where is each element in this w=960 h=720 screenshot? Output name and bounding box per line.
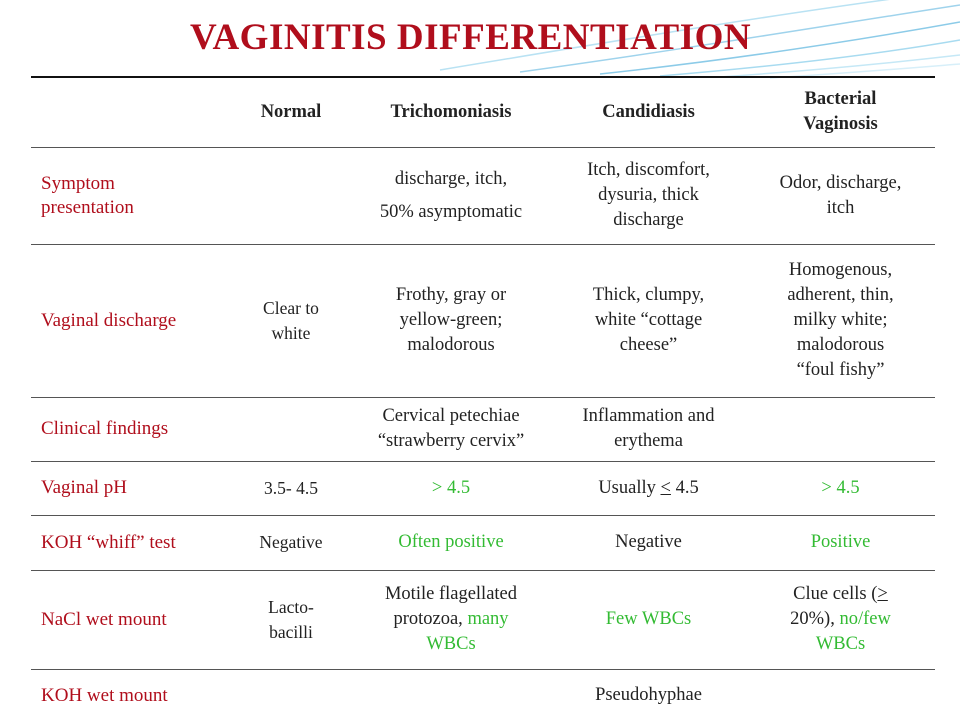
cell-nacl-normal: Lacto- bacilli [231,570,351,669]
cell-symptom-trich-line-1: discharge, itch, [394,168,508,189]
cell-koh-mount-normal [231,669,351,720]
row-label-koh-mount: KOH wet mount [41,684,168,706]
row-label-koh-whiff: KOH “whiff” test [41,531,176,553]
cell-ph-trich: > 4.5 [431,477,471,498]
cell-discharge-bv-line-1: Homogenous, [788,260,893,280]
row-label-clinical: Clinical findings [41,418,169,439]
cell-symptom-bv: Odor, discharge, itch [746,147,935,244]
cell-discharge-trich-line-2: yellow-green; [399,310,503,330]
cell-clinical-candida-line-2: erythema [614,431,683,451]
cell-nacl-bv-line-1a: Clue cells ( [793,584,878,604]
row-label-nacl: NaCl wet mount [41,608,167,630]
row-label-ph: Vaginal pH [41,477,128,498]
cell-nacl-candida: Few WBCs [605,609,692,629]
cell-discharge-normal-line-1: Clear to [263,297,319,318]
row-label-symptom: Symptom presentation [31,147,231,244]
cell-koh-mount-bv [746,669,935,720]
cell-symptom-candida-line-3: discharge [613,210,684,230]
cell-ph-candida: Usually < 4.5 [551,461,746,515]
cell-discharge-trich-line-1: Frothy, gray or [395,285,507,305]
cell-koh-whiff-candida: Negative [615,532,682,552]
cell-nacl-bv-line-1: Clue cells (> [752,582,929,607]
header-bv-line-2: Vaginosis [803,114,878,135]
cell-clinical-trich: Cervical petechiae “strawberry cervix” [351,397,551,461]
cell-ph-bv: > 4.5 [821,477,860,498]
cell-discharge-trich-line-3: malodorous [407,335,495,355]
cell-symptom-normal [231,147,351,244]
cell-nacl-bv-line-1b: > [877,584,888,604]
cell-discharge-candida-line-1: Thick, clumpy, [592,285,705,305]
cell-koh-mount-candida: Pseudohyphae [595,685,702,706]
cell-discharge-normal: Clear to white [231,244,351,397]
slide-title: VAGINITIS DIFFERENTIATION [190,17,752,58]
row-clinical: Clinical findings Cervical petechiae “st… [31,397,935,461]
header-bacterial-vaginosis: Bacterial Vaginosis [746,77,935,147]
corner-cell [31,77,231,147]
cell-discharge-normal-line-2: white [271,322,311,343]
cell-discharge-bv-line-4: malodorous [796,335,885,355]
cell-symptom-trich: discharge, itch, 50% asymptomatic [351,147,551,244]
row-ph: Vaginal pH 3.5- 4.5 > 4.5 Usually < 4.5 … [31,461,935,515]
cell-ph-normal: 3.5- 4.5 [264,477,318,498]
cell-nacl-bv-line-3: WBCs [815,634,866,654]
cell-koh-whiff-bv: Positive [810,532,871,552]
row-koh-mount: KOH wet mount Pseudohyphae [31,669,935,720]
cell-discharge-trich: Frothy, gray or yellow-green; malodorous [351,244,551,397]
cell-symptom-bv-line-1: Odor, discharge, [779,172,902,193]
row-discharge: Vaginal discharge Clear to white Frothy,… [31,244,935,397]
cell-nacl-normal-line-1: Lacto- [268,596,314,617]
row-nacl: NaCl wet mount Lacto- bacilli Motile fla… [31,570,935,669]
cell-nacl-normal-line-2: bacilli [269,621,313,642]
cell-symptom-candida: Itch, discomfort, dysuria, thick dischar… [551,147,746,244]
cell-nacl-bv-line-2: 20%), no/few [752,607,929,632]
cell-discharge-candida: Thick, clumpy, white “cottage cheese” [551,244,746,397]
header-bv-line-1: Bacterial [804,89,877,110]
cell-clinical-candida: Inflammation and erythema [551,397,746,461]
cell-discharge-bv: Homogenous, adherent, thin, milky white;… [746,244,935,397]
cell-nacl-trich: Motile flagellated protozoa, many WBCs [351,570,551,669]
cell-ph-candida-value: 4.5 [670,477,699,498]
cell-clinical-trich-line-1: Cervical petechiae [382,406,520,426]
cell-nacl-bv: Clue cells (> 20%), no/few WBCs [746,570,935,669]
cell-symptom-trich-line-2: 50% asymptomatic [379,201,523,222]
header-candidiasis: Candidiasis [602,101,695,122]
row-koh-whiff: KOH “whiff” test Negative Often positive… [31,515,935,570]
row-label-symptom-line-2: presentation [41,196,134,218]
vaginitis-table: Normal Trichomoniasis Candidiasis Bacter… [31,76,935,720]
cell-clinical-normal [231,397,351,461]
header-normal: Normal [260,101,322,122]
cell-nacl-trich-line-2: protozoa, many [357,607,545,632]
cell-nacl-trich-line-3: WBCs [426,634,476,654]
cell-symptom-candida-line-2: dysuria, thick [598,185,699,205]
cell-koh-mount-trich [351,669,551,720]
cell-symptom-bv-line-2: itch [826,197,855,218]
cell-discharge-candida-line-2: white “cottage [594,310,703,330]
cell-discharge-bv-line-3: milky white; [793,310,888,330]
cell-nacl-trich-line-2a: protozoa, [393,609,468,629]
cell-discharge-bv-line-2: adherent, thin, [787,285,894,305]
cell-nacl-bv-line-2b: no/few [839,609,891,629]
cell-discharge-bv-line-5: “foul fishy” [796,360,885,380]
row-symptom: Symptom presentation discharge, itch, 50… [31,147,935,244]
row-label-symptom-line-1: Symptom [41,172,115,194]
cell-koh-whiff-normal: Negative [259,532,323,552]
header-trichomoniasis: Trichomoniasis [390,101,512,122]
cell-clinical-bv [746,397,935,461]
cell-symptom-candida-line-1: Itch, discomfort, [587,160,710,180]
cell-clinical-candida-line-1: Inflammation and [582,406,715,426]
cell-ph-candida-prefix: Usually [598,477,661,498]
row-label-discharge: Vaginal discharge [41,309,177,331]
cell-nacl-trich-line-2b: many [467,609,509,629]
header-row: Normal Trichomoniasis Candidiasis Bacter… [31,77,935,147]
cell-nacl-trich-line-1: Motile flagellated [384,584,518,604]
cell-ph-candida-symbol: < [660,477,671,498]
cell-clinical-trich-line-2: “strawberry cervix” [377,431,525,451]
cell-koh-whiff-trich: Often positive [398,532,504,552]
cell-discharge-candida-line-3: cheese” [619,335,678,355]
cell-nacl-bv-line-2a: 20%), [790,609,840,629]
